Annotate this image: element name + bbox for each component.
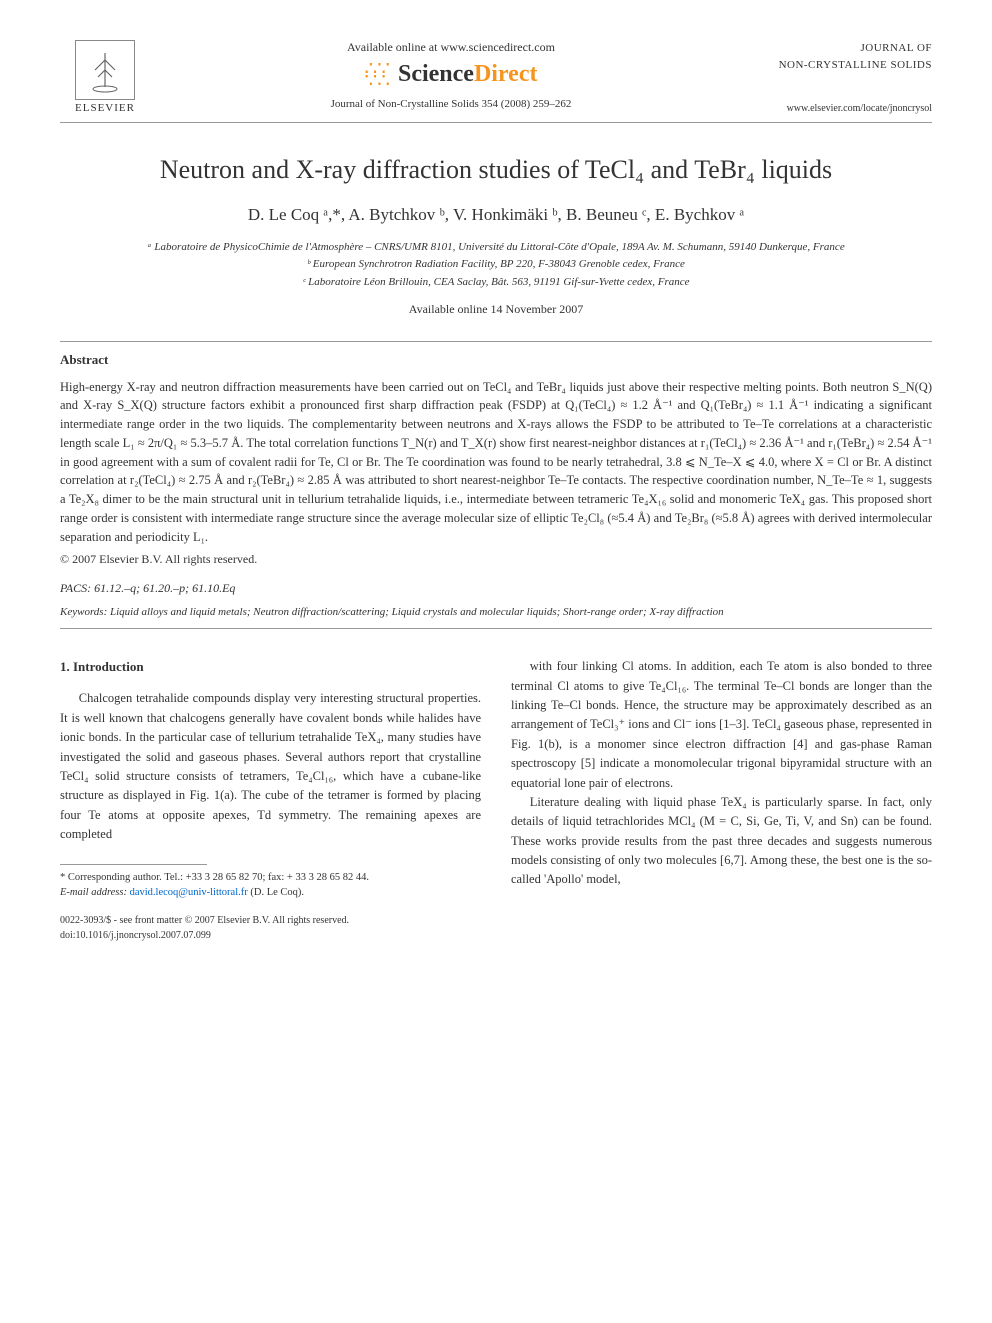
article-title: Neutron and X-ray diffraction studies of… [60, 153, 932, 187]
affiliation-c: ᶜ Laboratoire Léon Brillouin, CEA Saclay… [60, 274, 932, 292]
available-date: Available online 14 November 2007 [60, 302, 932, 317]
email-line: E-mail address: david.lecoq@univ-littora… [60, 886, 481, 901]
section-heading: 1. Introduction [60, 657, 481, 677]
right-header: JOURNAL OF NON-CRYSTALLINE SOLIDS www.el… [752, 40, 932, 114]
sciencedirect-logo: ∴∵∵∴ ScienceDirect [150, 61, 752, 88]
journal-name: JOURNAL OF NON-CRYSTALLINE SOLIDS [752, 40, 932, 73]
sd-brand-b: Direct [474, 61, 538, 87]
sd-brand-a: Science [398, 61, 474, 87]
journal-url: www.elsevier.com/locate/jnoncrysol [752, 103, 932, 114]
body-columns: 1. Introduction Chalcogen tetrahalide co… [60, 657, 932, 944]
center-header: Available online at www.sciencedirect.co… [150, 40, 752, 110]
corresponding-footnote: * Corresponding author. Tel.: +33 3 28 6… [60, 871, 481, 900]
sd-dots-icon: ∴∵∵∴ [365, 63, 390, 87]
elsevier-logo: ELSEVIER [60, 40, 150, 114]
corr-line: * Corresponding author. Tel.: +33 3 28 6… [60, 871, 481, 886]
sd-brand-text: ScienceDirect [398, 61, 538, 88]
doi-line: doi:10.1016/j.jnoncrysol.2007.07.099 [60, 928, 481, 944]
abstract-heading: Abstract [60, 352, 932, 368]
doi-block: 0022-3093/$ - see front matter © 2007 El… [60, 913, 481, 944]
affiliation-b: ᵇ European Synchrotron Radiation Facilit… [60, 256, 932, 274]
footnote-rule [60, 864, 207, 865]
keywords: Keywords: Liquid alloys and liquid metal… [60, 606, 932, 618]
affiliations: ᵃ Laboratoire de PhysicoChimie de l'Atmo… [60, 239, 932, 292]
journal-reference: Journal of Non-Crystalline Solids 354 (2… [150, 98, 752, 110]
pacs-codes: PACS: 61.12.–q; 61.20.–p; 61.10.Eq [60, 581, 932, 596]
available-online-text: Available online at www.sciencedirect.co… [150, 40, 752, 55]
elsevier-tree-icon [75, 40, 135, 100]
page-header: ELSEVIER Available online at www.science… [60, 40, 932, 114]
intro-paragraph-2: with four linking Cl atoms. In addition,… [511, 657, 932, 793]
abstract-top-rule [60, 341, 932, 342]
intro-paragraph-3: Literature dealing with liquid phase TeX… [511, 793, 932, 890]
header-rule [60, 122, 932, 123]
intro-paragraph-1: Chalcogen tetrahalide compounds display … [60, 689, 481, 844]
authors-list: D. Le Coq ᵃ,*, A. Bytchkov ᵇ, V. Honkimä… [60, 205, 932, 225]
left-column: 1. Introduction Chalcogen tetrahalide co… [60, 657, 481, 944]
elsevier-label: ELSEVIER [75, 102, 135, 114]
issn-line: 0022-3093/$ - see front matter © 2007 El… [60, 913, 481, 929]
abstract-copyright: © 2007 Elsevier B.V. All rights reserved… [60, 552, 932, 567]
email-link[interactable]: david.lecoq@univ-littoral.fr [130, 887, 248, 898]
abstract-bottom-rule [60, 628, 932, 629]
affiliation-a: ᵃ Laboratoire de PhysicoChimie de l'Atmo… [60, 239, 932, 257]
abstract-text: High-energy X-ray and neutron diffractio… [60, 378, 932, 547]
right-column: with four linking Cl atoms. In addition,… [511, 657, 932, 944]
